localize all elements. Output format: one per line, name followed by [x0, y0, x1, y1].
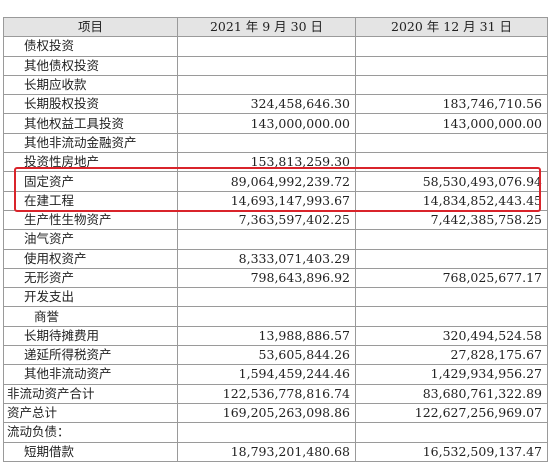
- value-2021: 153,813,259.30: [177, 152, 356, 173]
- row-label: 资产总计: [3, 402, 178, 424]
- balance-sheet: 项目 2021 年 9 月 30 日 2020 年 12 月 31 日 债权投资…: [3, 16, 548, 462]
- value-2020: [355, 306, 548, 327]
- value-2020: [355, 152, 548, 173]
- value-2021: [177, 74, 356, 96]
- table-row: 资产总计 169,205,263,098.86 122,627,256,969.07: [3, 402, 548, 424]
- value-2021: [177, 287, 356, 308]
- value-2021: 89,064,992,239.72: [177, 171, 356, 192]
- row-label: 流动负债：: [3, 422, 178, 443]
- table-row: 油气资产: [3, 229, 548, 250]
- row-label: 油气资产: [3, 229, 178, 250]
- top-crop-edge: [0, 0, 550, 17]
- value-2021: 7,363,597,402.25: [177, 209, 356, 231]
- value-2020: 122,627,256,969.07: [355, 402, 548, 424]
- value-2020: 320,494,524.58: [355, 325, 548, 347]
- table-row: 其他权益工具投资 143,000,000.00 143,000,000.00: [3, 113, 548, 134]
- row-label: 在建工程: [3, 190, 178, 211]
- value-2020: 14,834,852,443.45: [355, 190, 548, 211]
- balance-sheet-table: 项目 2021 年 9 月 30 日 2020 年 12 月 31 日 债权投资…: [3, 16, 548, 462]
- row-label: 其他债权投资: [3, 55, 178, 76]
- value-2020: 1,429,934,956.27: [355, 364, 548, 385]
- table-row: 债权投资: [3, 36, 548, 57]
- value-2020: [355, 422, 548, 443]
- row-label: 递延所得税资产: [3, 345, 178, 366]
- value-2020: 7,442,385,758.25: [355, 209, 548, 231]
- table-row: 短期借款 18,793,201,480.68 16,532,509,137.47: [3, 441, 548, 462]
- row-label: 投资性房地产: [3, 152, 178, 173]
- value-2021: 8,333,071,403.29: [177, 248, 356, 269]
- row-label: 生产性生物资产: [3, 209, 178, 231]
- value-2021: 324,458,646.30: [177, 94, 356, 115]
- row-label: 债权投资: [3, 36, 178, 57]
- value-2021: [177, 422, 356, 443]
- header-row: 项目 2021 年 9 月 30 日 2020 年 12 月 31 日: [3, 16, 548, 38]
- value-2020: [355, 248, 548, 269]
- row-label: 固定资产: [3, 171, 178, 192]
- table-row: 其他非流动资产 1,594,459,244.46 1,429,934,956.27: [3, 364, 548, 385]
- value-2021: 14,693,147,993.67: [177, 190, 356, 211]
- table-row: 无形资产 798,643,896.92 768,025,677.17: [3, 267, 548, 289]
- row-label: 长期股权投资: [3, 94, 178, 115]
- table-row: 生产性生物资产 7,363,597,402.25 7,442,385,758.25: [3, 209, 548, 231]
- value-2021: [177, 55, 356, 76]
- row-label: 使用权资产: [3, 248, 178, 269]
- header-2020: 2020 年 12 月 31 日: [355, 16, 548, 38]
- row-label: 开发支出: [3, 287, 178, 308]
- table-row: 固定资产 89,064,992,239.72 58,530,493,076.94: [3, 171, 548, 192]
- value-2020: [355, 74, 548, 96]
- table-row: 长期待摊费用 13,988,886.57 320,494,524.58: [3, 325, 548, 347]
- value-2021: 18,793,201,480.68: [177, 441, 356, 462]
- table-row: 长期股权投资 324,458,646.30 183,746,710.56: [3, 94, 548, 115]
- table-row: 使用权资产 8,333,071,403.29: [3, 248, 548, 269]
- value-2020: 183,746,710.56: [355, 94, 548, 115]
- row-label: 短期借款: [3, 441, 178, 462]
- value-2020: 27,828,175.67: [355, 345, 548, 366]
- value-2021: 122,536,778,816.74: [177, 383, 356, 404]
- value-2020: 16,532,509,137.47: [355, 441, 548, 462]
- table-row: 非流动资产合计 122,536,778,816.74 83,680,761,322.…: [3, 383, 548, 404]
- table-row: 长期应收款: [3, 74, 548, 96]
- value-2021: [177, 36, 356, 57]
- value-2021: 169,205,263,098.86: [177, 402, 356, 424]
- header-item: 项目: [3, 16, 178, 38]
- row-label: 无形资产: [3, 267, 178, 289]
- row-label: 长期待摊费用: [3, 325, 178, 347]
- value-2021: 798,643,896.92: [177, 267, 356, 289]
- value-2020: 83,680,761,322.89: [355, 383, 548, 404]
- table-row: 流动负债：: [3, 422, 548, 443]
- row-label: 其他非流动金融资产: [3, 132, 178, 154]
- value-2021: [177, 132, 356, 154]
- table-row: 其他非流动金融资产: [3, 132, 548, 154]
- value-2020: 143,000,000.00: [355, 113, 548, 134]
- row-label: 其他权益工具投资: [3, 113, 178, 134]
- row-label: 商誉: [3, 306, 178, 327]
- header-2021: 2021 年 9 月 30 日: [177, 16, 356, 38]
- table-row: 在建工程 14,693,147,993.67 14,834,852,443.45: [3, 190, 548, 211]
- value-2021: 1,594,459,244.46: [177, 364, 356, 385]
- row-label: 长期应收款: [3, 74, 178, 96]
- table-row: 递延所得税资产 53,605,844.26 27,828,175.67: [3, 345, 548, 366]
- value-2020: [355, 229, 548, 250]
- row-label: 其他非流动资产: [3, 364, 178, 385]
- table-row: 其他债权投资: [3, 55, 548, 76]
- value-2020: [355, 55, 548, 76]
- value-2021: 143,000,000.00: [177, 113, 356, 134]
- value-2021: [177, 306, 356, 327]
- value-2020: [355, 132, 548, 154]
- row-label: 非流动资产合计: [3, 383, 178, 404]
- value-2021: 53,605,844.26: [177, 345, 356, 366]
- table-row: 商誉: [3, 306, 548, 327]
- table-row: 开发支出: [3, 287, 548, 308]
- value-2020: [355, 36, 548, 57]
- value-2021: 13,988,886.57: [177, 325, 356, 347]
- value-2020: 58,530,493,076.94: [355, 171, 548, 192]
- value-2020: [355, 287, 548, 308]
- table-row: 投资性房地产 153,813,259.30: [3, 152, 548, 173]
- value-2021: [177, 229, 356, 250]
- value-2020: 768,025,677.17: [355, 267, 548, 289]
